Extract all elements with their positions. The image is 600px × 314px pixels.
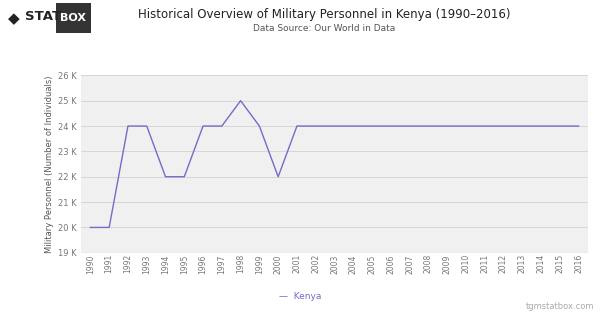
Text: Historical Overview of Military Personnel in Kenya (1990–2016): Historical Overview of Military Personne… [138, 8, 510, 21]
Text: —  Kenya: — Kenya [279, 292, 321, 301]
Text: Data Source: Our World in Data: Data Source: Our World in Data [253, 24, 395, 33]
Text: BOX: BOX [60, 13, 86, 23]
Text: STAT: STAT [25, 10, 61, 23]
Y-axis label: Military Personnel (Number of Individuals): Military Personnel (Number of Individual… [45, 75, 54, 253]
Text: ◆: ◆ [8, 11, 20, 26]
Text: tgmstatbox.com: tgmstatbox.com [526, 302, 594, 311]
